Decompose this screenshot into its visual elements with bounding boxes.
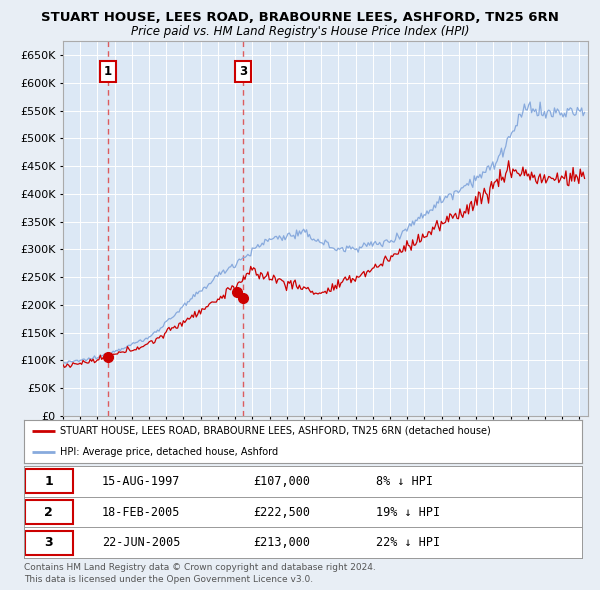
Text: £222,500: £222,500 [253,506,310,519]
Text: £107,000: £107,000 [253,475,310,488]
FancyBboxPatch shape [25,531,73,555]
Text: Price paid vs. HM Land Registry's House Price Index (HPI): Price paid vs. HM Land Registry's House … [131,25,469,38]
FancyBboxPatch shape [25,470,73,493]
Text: 22% ↓ HPI: 22% ↓ HPI [376,536,440,549]
Text: 22-JUN-2005: 22-JUN-2005 [102,536,181,549]
Text: 2: 2 [44,506,53,519]
Text: 8% ↓ HPI: 8% ↓ HPI [376,475,433,488]
Text: 3: 3 [44,536,53,549]
FancyBboxPatch shape [25,500,73,524]
Text: 19% ↓ HPI: 19% ↓ HPI [376,506,440,519]
Text: 1: 1 [44,475,53,488]
Text: Contains HM Land Registry data © Crown copyright and database right 2024.: Contains HM Land Registry data © Crown c… [24,563,376,572]
Text: 3: 3 [239,65,247,78]
Text: STUART HOUSE, LEES ROAD, BRABOURNE LEES, ASHFORD, TN25 6RN: STUART HOUSE, LEES ROAD, BRABOURNE LEES,… [41,11,559,24]
Text: £213,000: £213,000 [253,536,310,549]
Text: STUART HOUSE, LEES ROAD, BRABOURNE LEES, ASHFORD, TN25 6RN (detached house): STUART HOUSE, LEES ROAD, BRABOURNE LEES,… [60,426,491,436]
Text: HPI: Average price, detached house, Ashford: HPI: Average price, detached house, Ashf… [60,447,278,457]
Text: 15-AUG-1997: 15-AUG-1997 [102,475,181,488]
Text: This data is licensed under the Open Government Licence v3.0.: This data is licensed under the Open Gov… [24,575,313,584]
Text: 1: 1 [104,65,112,78]
Text: 18-FEB-2005: 18-FEB-2005 [102,506,181,519]
